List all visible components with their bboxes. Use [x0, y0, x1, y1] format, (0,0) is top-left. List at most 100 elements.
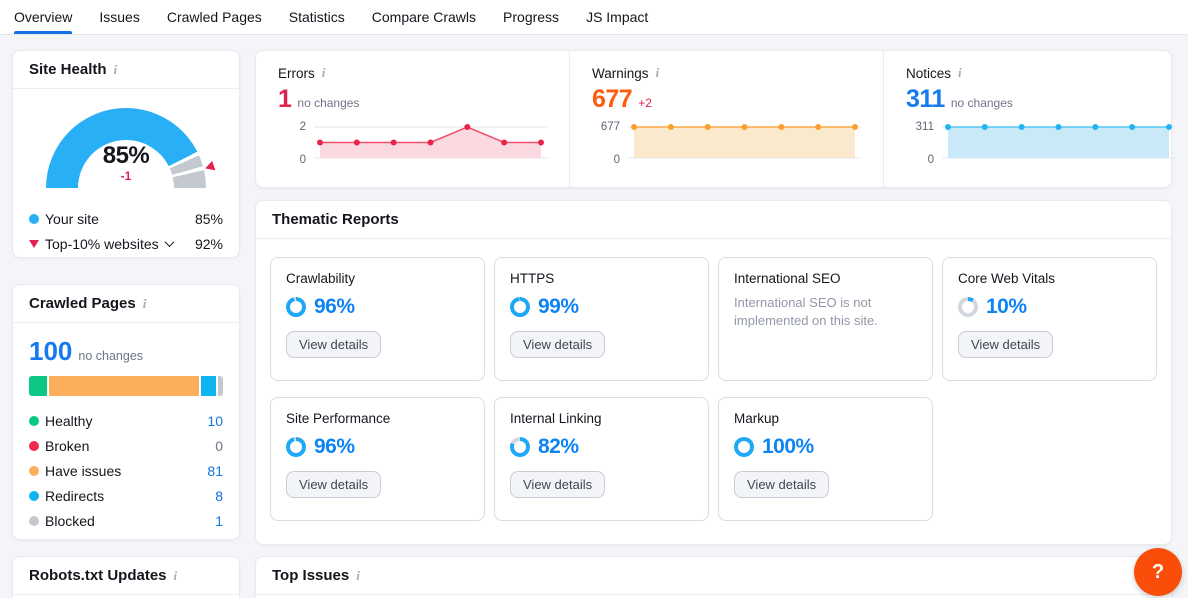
help-button[interactable]: ?	[1134, 548, 1182, 596]
metric-header: Errors i	[278, 65, 549, 81]
crawled-label: Blocked	[45, 512, 95, 529]
info-icon[interactable]: i	[958, 65, 962, 80]
crawled-row-have-issues: Have issues 81	[29, 458, 223, 483]
info-icon[interactable]: i	[655, 65, 660, 80]
crawled-value[interactable]: 81	[207, 462, 223, 479]
crawled-row-redirects: Redirects 8	[29, 483, 223, 508]
thematic-reports-header: Thematic Reports	[256, 201, 1171, 239]
legend-row-your-site: Your site 85%	[29, 206, 223, 231]
sparkline-y-axis: 677 0	[592, 121, 620, 166]
tab-crawled-pages[interactable]: Crawled Pages	[166, 9, 262, 25]
metric-notices: Notices i 311 no changes 311 0	[883, 51, 1188, 187]
panel-title: Site Health	[29, 61, 107, 78]
thematic-card-percent: 82%	[538, 435, 579, 458]
bar-segment-healthy	[29, 376, 48, 396]
thematic-card-note: International SEO is not implemented on …	[734, 295, 878, 329]
legend-row-top-10-websites[interactable]: Top-10% websites 92%	[29, 231, 223, 256]
thematic-card-title: HTTPS	[510, 271, 555, 286]
metrics-panel: Errors i 1 no changes 2 0 Warnings i 677 +2 677 0 No…	[255, 50, 1175, 188]
crawled-label: Have issues	[45, 462, 122, 479]
info-icon[interactable]: i	[142, 295, 147, 311]
thematic-card-markup: Markup 100% View details	[718, 397, 933, 521]
progress-ring-icon	[958, 297, 978, 317]
thematic-card-percent: 100%	[762, 435, 814, 458]
sparkline-y-axis: 311 0	[906, 121, 934, 166]
metric-sparkline-row: 311 0	[906, 121, 1177, 166]
crawled-pages-change: no changes	[78, 349, 144, 363]
metric-errors: Errors i 1 no changes 2 0	[256, 51, 569, 187]
info-icon[interactable]: i	[173, 567, 178, 583]
info-icon[interactable]: i	[321, 65, 326, 80]
tab-statistics[interactable]: Statistics	[288, 9, 345, 25]
tab-overview[interactable]: Overview	[14, 0, 73, 34]
thematic-card-title: International SEO	[734, 271, 841, 286]
thematic-card-internal-linking: Internal Linking 82% View details	[494, 397, 709, 521]
y-bottom-label: 0	[927, 154, 934, 166]
thematic-card-core-web-vitals: Core Web Vitals 10% View details	[942, 257, 1157, 381]
top-issues-header: Top Issues i	[256, 557, 1171, 595]
robots-txt-header: Robots.txt Updates i	[13, 557, 239, 595]
view-details-button[interactable]: View details	[510, 471, 606, 498]
metric-value-row: 1 no changes	[278, 85, 549, 114]
view-details-button[interactable]: View details	[510, 331, 606, 358]
panel-title: Robots.txt Updates	[29, 567, 167, 584]
thematic-reports-grid: Crawlability 96% View details HTTPS 99% View …	[256, 239, 1171, 539]
crawled-label: Redirects	[45, 487, 105, 504]
y-top-label: 311	[915, 121, 934, 133]
metric-change: no changes	[297, 96, 360, 110]
thematic-card-title: Crawlability	[286, 271, 356, 286]
thematic-card-percent: 96%	[314, 435, 355, 458]
triangle-down-icon	[29, 239, 45, 248]
panel-title: Crawled Pages	[29, 295, 136, 312]
panel-title: Thematic Reports	[272, 211, 399, 228]
tab-progress[interactable]: Progress	[503, 9, 560, 25]
metric-sparkline-row: 677 0	[592, 121, 863, 166]
info-icon[interactable]: i	[356, 567, 360, 583]
tab-compare-crawls[interactable]: Compare Crawls	[371, 9, 477, 25]
thematic-card-score: 82%	[510, 435, 693, 459]
bar-segment-blocked	[218, 376, 223, 396]
tab-bar-tabs: Overview Issues Crawled Pages Statistics Com…	[14, 0, 648, 34]
y-top-label: 2	[299, 121, 306, 133]
crawled-value[interactable]: 8	[215, 487, 223, 504]
bar-segment-redirects	[201, 376, 216, 396]
dot-icon	[29, 440, 45, 451]
top-issues-panel: Top Issues i	[255, 556, 1172, 598]
y-bottom-label: 0	[299, 154, 306, 166]
thematic-card-score: 100%	[734, 435, 917, 459]
sparkline-chart	[314, 124, 547, 159]
progress-ring-icon	[510, 297, 530, 317]
gauge-arc	[46, 108, 206, 188]
crawled-value[interactable]: 1	[215, 512, 223, 529]
progress-ring-icon	[286, 297, 306, 317]
crawled-label: Broken	[45, 437, 90, 454]
legend-label: Top-10% websites	[45, 235, 159, 252]
metric-value-row: 311 no changes	[906, 85, 1177, 114]
bar-segment-have-issues	[49, 376, 200, 396]
view-details-button[interactable]: View details	[286, 471, 382, 498]
legend-value: 85%	[194, 210, 223, 227]
gauge-score: 85% -1	[46, 144, 206, 183]
progress-ring-icon	[286, 437, 306, 457]
metric-warnings: Warnings i 677 +2 677 0	[569, 51, 883, 187]
view-details-button[interactable]: View details	[958, 331, 1054, 358]
thematic-card-score: 96%	[286, 435, 469, 459]
tab-js-impact[interactable]: JS Impact	[586, 9, 649, 25]
site-health-header: Site Health i	[13, 51, 239, 89]
thematic-reports-panel: Thematic Reports Crawlability 96% View det…	[255, 200, 1172, 545]
metric-header: Warnings i	[592, 65, 863, 81]
chevron-down-icon[interactable]	[164, 237, 175, 248]
crawled-value[interactable]: 10	[207, 412, 223, 429]
thematic-card-percent: 99%	[538, 295, 579, 318]
metric-title: Errors	[278, 65, 315, 81]
tab-issues[interactable]: Issues	[99, 9, 140, 25]
robots-txt-panel: Robots.txt Updates i since the last craw…	[12, 556, 240, 598]
thematic-card-score: 10%	[958, 295, 1141, 319]
crawled-pages-total: 100	[29, 336, 73, 366]
view-details-button[interactable]: View details	[286, 331, 382, 358]
y-bottom-label: 0	[613, 154, 620, 166]
crawled-pages-panel: Crawled Pages i 100 no changes Healthy 10…	[12, 284, 240, 540]
view-details-button[interactable]: View details	[734, 471, 830, 498]
info-icon[interactable]: i	[113, 61, 118, 77]
